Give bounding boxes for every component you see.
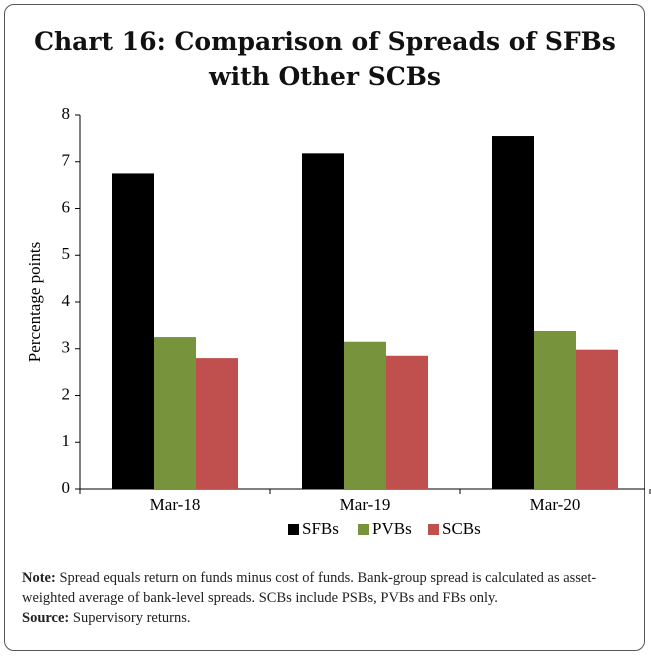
bar (196, 358, 238, 489)
note-text: Spread equals return on funds minus cost… (22, 570, 597, 606)
bar (492, 136, 534, 489)
bar (534, 330, 576, 489)
figure-frame (4, 4, 645, 651)
y-tick-label: 2 (62, 384, 71, 403)
y-tick-label: 8 (62, 104, 71, 123)
legend-label: SCBs (442, 519, 481, 538)
notes: Note: Spread equals return on funds minu… (22, 568, 632, 628)
y-tick-label: 5 (62, 244, 71, 263)
bar (344, 341, 386, 489)
source-text: Supervisory returns. (72, 610, 191, 626)
y-tick-label: 0 (62, 478, 71, 497)
legend-label: PVBs (372, 519, 412, 538)
legend-label: SFBs (302, 519, 339, 538)
y-tick-label: 4 (62, 291, 71, 310)
legend-swatch (428, 524, 439, 535)
y-tick-label: 7 (62, 151, 71, 170)
chart-title: Chart 16: Comparison of Spreads of SFBs … (34, 27, 616, 91)
bar (302, 153, 344, 489)
source-label: Source: (22, 610, 70, 626)
bar (154, 337, 196, 489)
note-label: Note: (22, 570, 56, 586)
source: Source: Supervisory returns. (22, 608, 632, 628)
x-tick-label: Mar-19 (340, 495, 391, 514)
bar (576, 349, 618, 489)
y-tick-label: 1 (62, 431, 71, 450)
y-tick-label: 6 (62, 197, 71, 216)
legend-swatch (288, 524, 299, 535)
bar (112, 173, 154, 489)
y-tick-label: 3 (62, 338, 71, 357)
legend-swatch (358, 524, 369, 535)
x-tick-label: Mar-18 (150, 495, 201, 514)
note: Note: Spread equals return on funds minu… (22, 568, 632, 608)
y-axis-label: Percentage points (25, 242, 44, 362)
bar (386, 355, 428, 489)
x-tick-label: Mar-20 (530, 495, 581, 514)
